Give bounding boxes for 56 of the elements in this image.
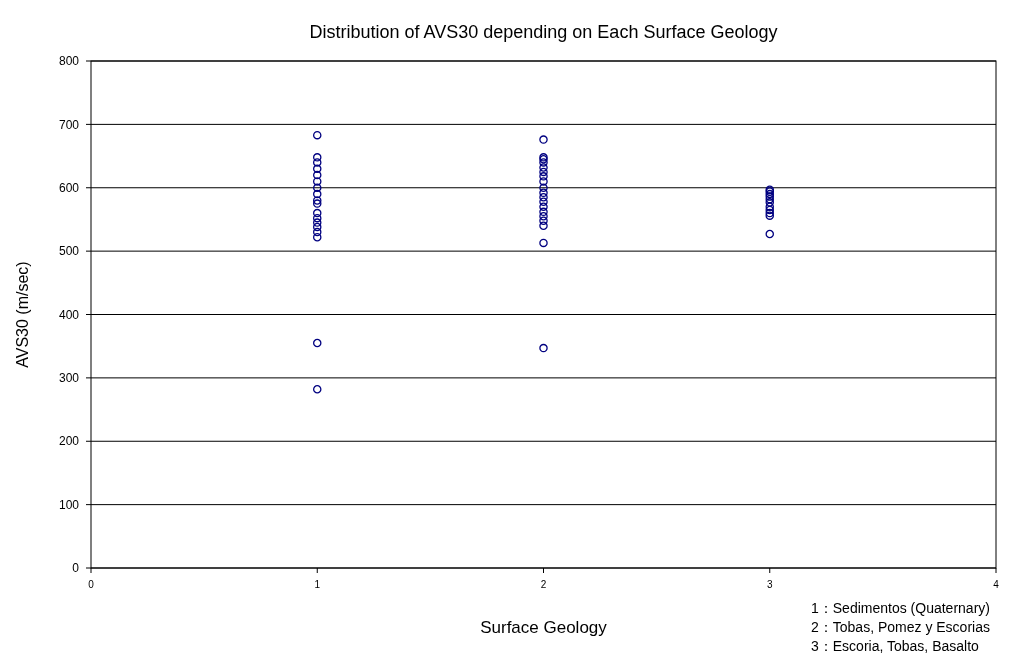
y-tick-label: 0	[72, 561, 80, 576]
point	[539, 172, 548, 181]
point	[313, 227, 322, 237]
point	[313, 338, 322, 348]
point	[313, 183, 322, 192]
point	[539, 163, 548, 172]
point	[539, 135, 548, 144]
point	[539, 238, 548, 248]
y-tick-label: 600	[58, 180, 80, 195]
point	[539, 177, 548, 186]
point	[539, 212, 548, 221]
point	[313, 208, 322, 218]
point	[539, 216, 548, 225]
point	[313, 164, 322, 173]
point	[313, 196, 322, 205]
point	[313, 189, 322, 199]
x-tick-label: 4	[993, 579, 1000, 590]
point	[313, 213, 322, 223]
point	[313, 232, 322, 242]
chart-title: Distribution of AVS30 depending on Each Surface Geology	[309, 22, 778, 42]
point	[539, 167, 548, 177]
point	[313, 130, 322, 140]
point	[313, 199, 322, 208]
y-tick-label: 500	[58, 244, 80, 259]
point	[539, 207, 548, 217]
y-tick-label: 800	[58, 54, 80, 69]
point	[313, 158, 322, 167]
point	[539, 193, 548, 202]
y-tick-label: 400	[58, 307, 80, 322]
y-tick-label: 300	[58, 371, 80, 386]
point	[313, 177, 322, 186]
point	[313, 153, 322, 162]
point	[313, 385, 322, 394]
point	[313, 170, 322, 180]
text: 3：Escoria, Tobas, Basalto	[811, 638, 980, 654]
point	[313, 218, 322, 227]
text: 1：Sedimentos (Quaternary)	[811, 600, 990, 616]
x-axis-title: Surface Geology	[480, 618, 608, 637]
point	[539, 221, 548, 231]
point	[765, 198, 774, 207]
point	[539, 202, 548, 212]
y-tick-label: 100	[58, 497, 80, 512]
point	[539, 343, 548, 353]
point	[539, 183, 548, 192]
text: 2：Tobas, Pomez y Escorias	[811, 619, 990, 635]
y-tick-label: 700	[58, 117, 80, 132]
x-tick-label: 0	[88, 579, 95, 590]
point	[765, 229, 774, 239]
point	[313, 222, 322, 232]
point	[539, 188, 548, 198]
y-tick-label: 200	[58, 434, 80, 449]
point	[539, 197, 548, 206]
y-axis-title: AVS30 (m/sec)	[14, 261, 31, 368]
x-tick-label: 1	[314, 579, 321, 590]
x-tick-label: 2	[540, 579, 547, 590]
x-tick-label: 3	[766, 579, 773, 590]
